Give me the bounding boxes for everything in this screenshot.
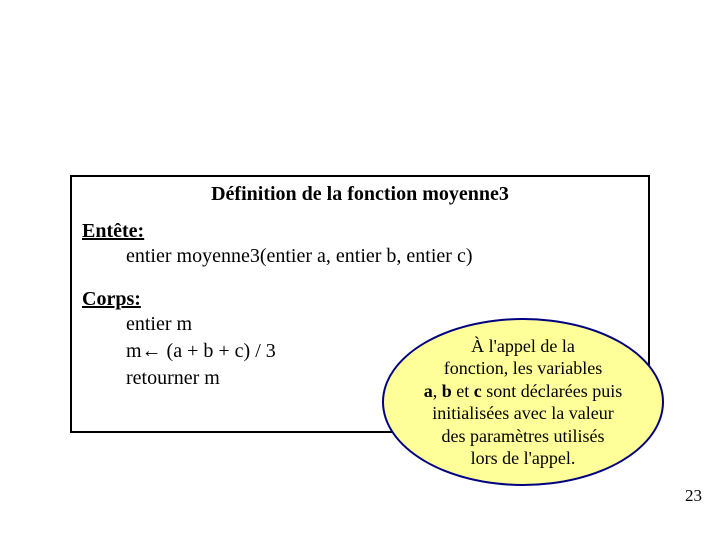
header-label: Entête: (82, 220, 638, 243)
callout-sep-1: , (433, 381, 438, 401)
definition-title: Définition de la fonction moyenne3 (82, 183, 638, 206)
callout-line-5: des paramètres utilisés (442, 426, 605, 446)
callout-line-1: À l'appel de la (471, 336, 575, 356)
callout-var-c: c (474, 381, 482, 401)
body-label: Corps: (82, 288, 638, 311)
callout-bubble: À l'appel de la fonction, les variables … (382, 318, 664, 486)
callout-l3-post: sont déclarées puis (482, 381, 622, 401)
callout-line-2: fonction, les variables (444, 358, 602, 378)
body-line-1: entier m (126, 313, 192, 335)
callout-line-4: initialisées avec la valeur (432, 403, 613, 423)
callout-var-b: b (442, 381, 452, 401)
page-number: 23 (685, 486, 702, 506)
callout-text: À l'appel de la fonction, les variables … (424, 335, 622, 470)
callout-var-a: a (424, 381, 433, 401)
body-line-3: retourner m (126, 367, 220, 389)
header-content: entier moyenne3(entier a, entier b, enti… (126, 243, 638, 270)
callout-line-6: lors de l'appel. (471, 448, 576, 468)
callout-and: et (452, 381, 474, 401)
body-line-2: m← (a + b + c) / 3 (126, 340, 276, 362)
